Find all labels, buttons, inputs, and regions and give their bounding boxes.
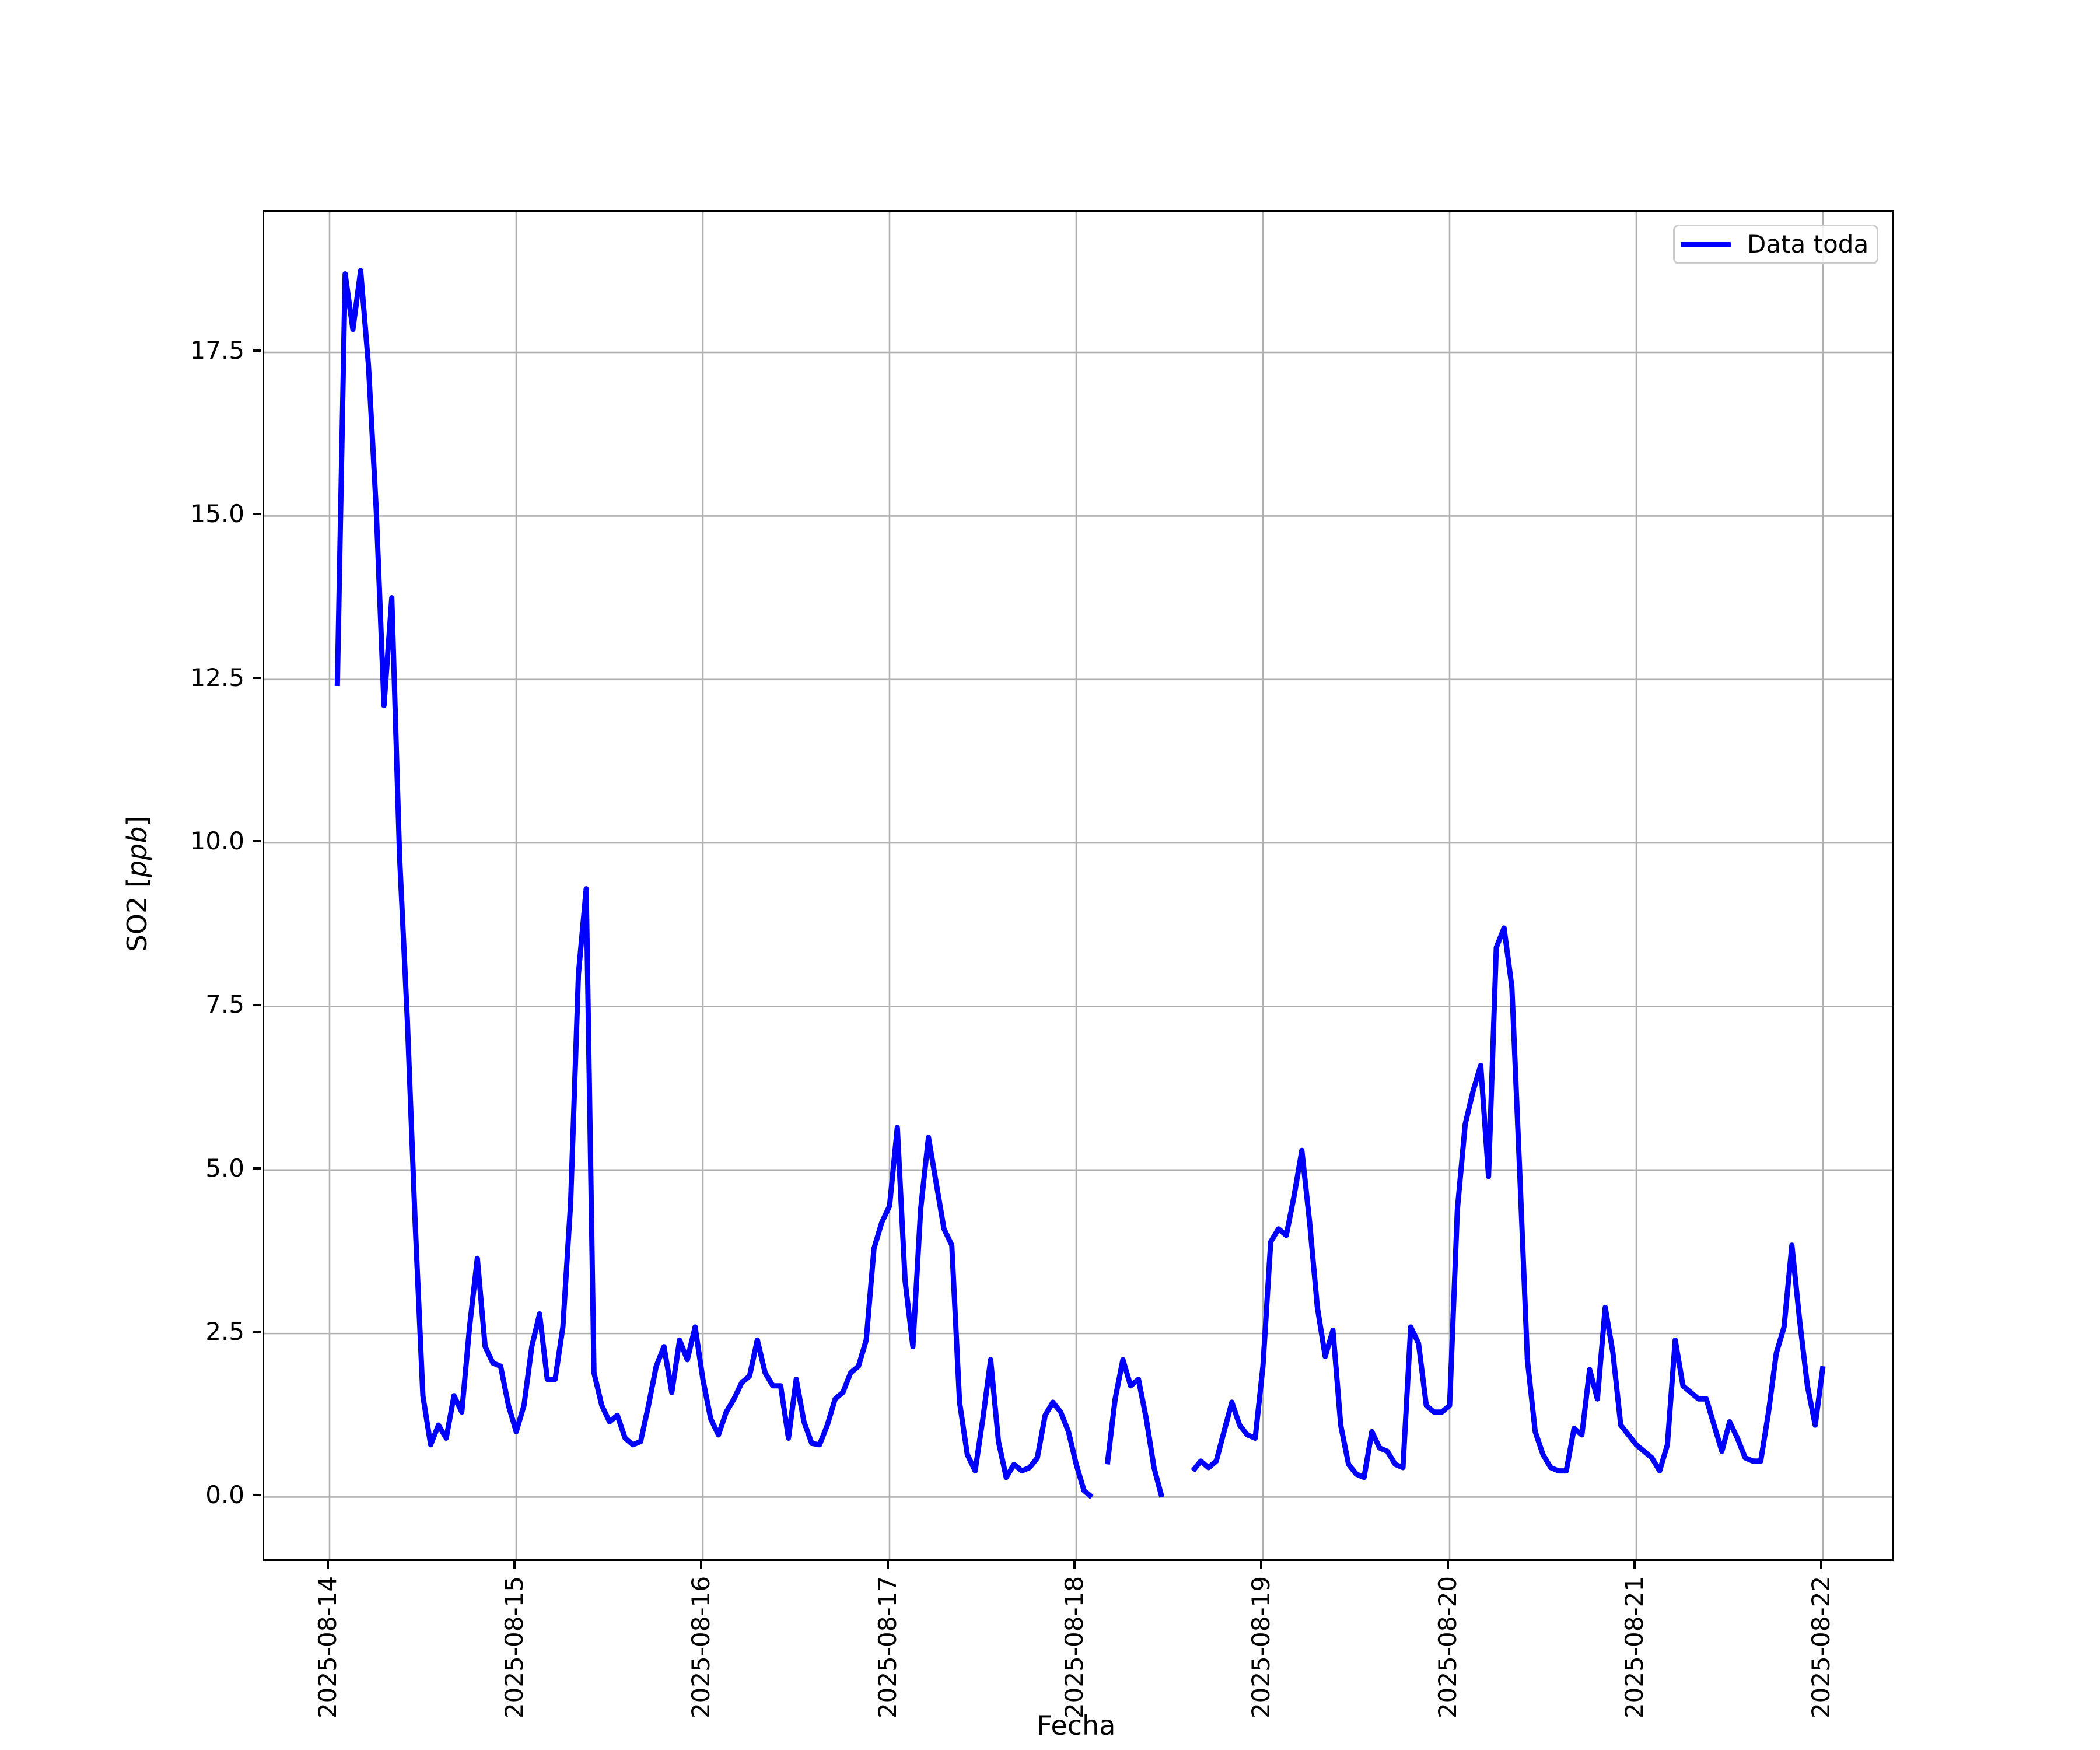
x-tick-label: 2025-08-22: [1807, 1576, 1835, 1719]
x-tick-label: 2025-08-20: [1433, 1576, 1462, 1719]
x-tick-label: 2025-08-15: [500, 1576, 528, 1719]
x-tick-mark: [513, 1561, 516, 1569]
x-tick-mark: [1260, 1561, 1262, 1569]
legend: Data toda: [1673, 225, 1878, 264]
y-tick-mark: [253, 1494, 261, 1497]
x-tick-label: 2025-08-19: [1247, 1576, 1275, 1719]
data-line: [334, 268, 1094, 1499]
y-tick-mark: [253, 513, 261, 516]
x-tick-label: 2025-08-21: [1620, 1576, 1648, 1719]
x-tick-mark: [1633, 1561, 1636, 1569]
y-tick-mark: [253, 1331, 261, 1333]
x-tick-mark: [887, 1561, 889, 1569]
x-tick-mark: [1820, 1561, 1822, 1569]
x-tick-mark: [1447, 1561, 1449, 1569]
y-axis-label-suffix: ]: [121, 816, 153, 827]
x-tick-mark: [327, 1561, 329, 1569]
x-tick-label: 2025-08-14: [313, 1576, 342, 1719]
y-axis-label-units: ppb: [121, 826, 153, 878]
legend-line-icon: [1681, 242, 1731, 247]
plot-area: Data toda: [262, 210, 1894, 1561]
x-tick-label: 2025-08-16: [687, 1576, 715, 1719]
plot-canvas: [264, 212, 1892, 1559]
y-tick-mark: [253, 1003, 261, 1006]
y-tick-mark: [253, 840, 261, 842]
data-line: [1191, 925, 1826, 1480]
data-line: [1104, 1357, 1165, 1498]
x-tick-label: 2025-08-18: [1060, 1576, 1088, 1719]
y-tick-mark: [253, 1167, 261, 1170]
x-tick-mark: [700, 1561, 702, 1569]
legend-label: Data toda: [1747, 230, 1869, 258]
y-tick-mark: [253, 349, 261, 352]
x-tick-label: 2025-08-17: [873, 1576, 902, 1719]
x-tick-mark: [1073, 1561, 1076, 1569]
y-axis-label: SO2 [ppb]: [121, 816, 273, 952]
y-tick-mark: [253, 677, 261, 679]
y-axis-label-prefix: SO2 [: [121, 877, 153, 952]
x-axis-label: Fecha: [1037, 1710, 1116, 1741]
